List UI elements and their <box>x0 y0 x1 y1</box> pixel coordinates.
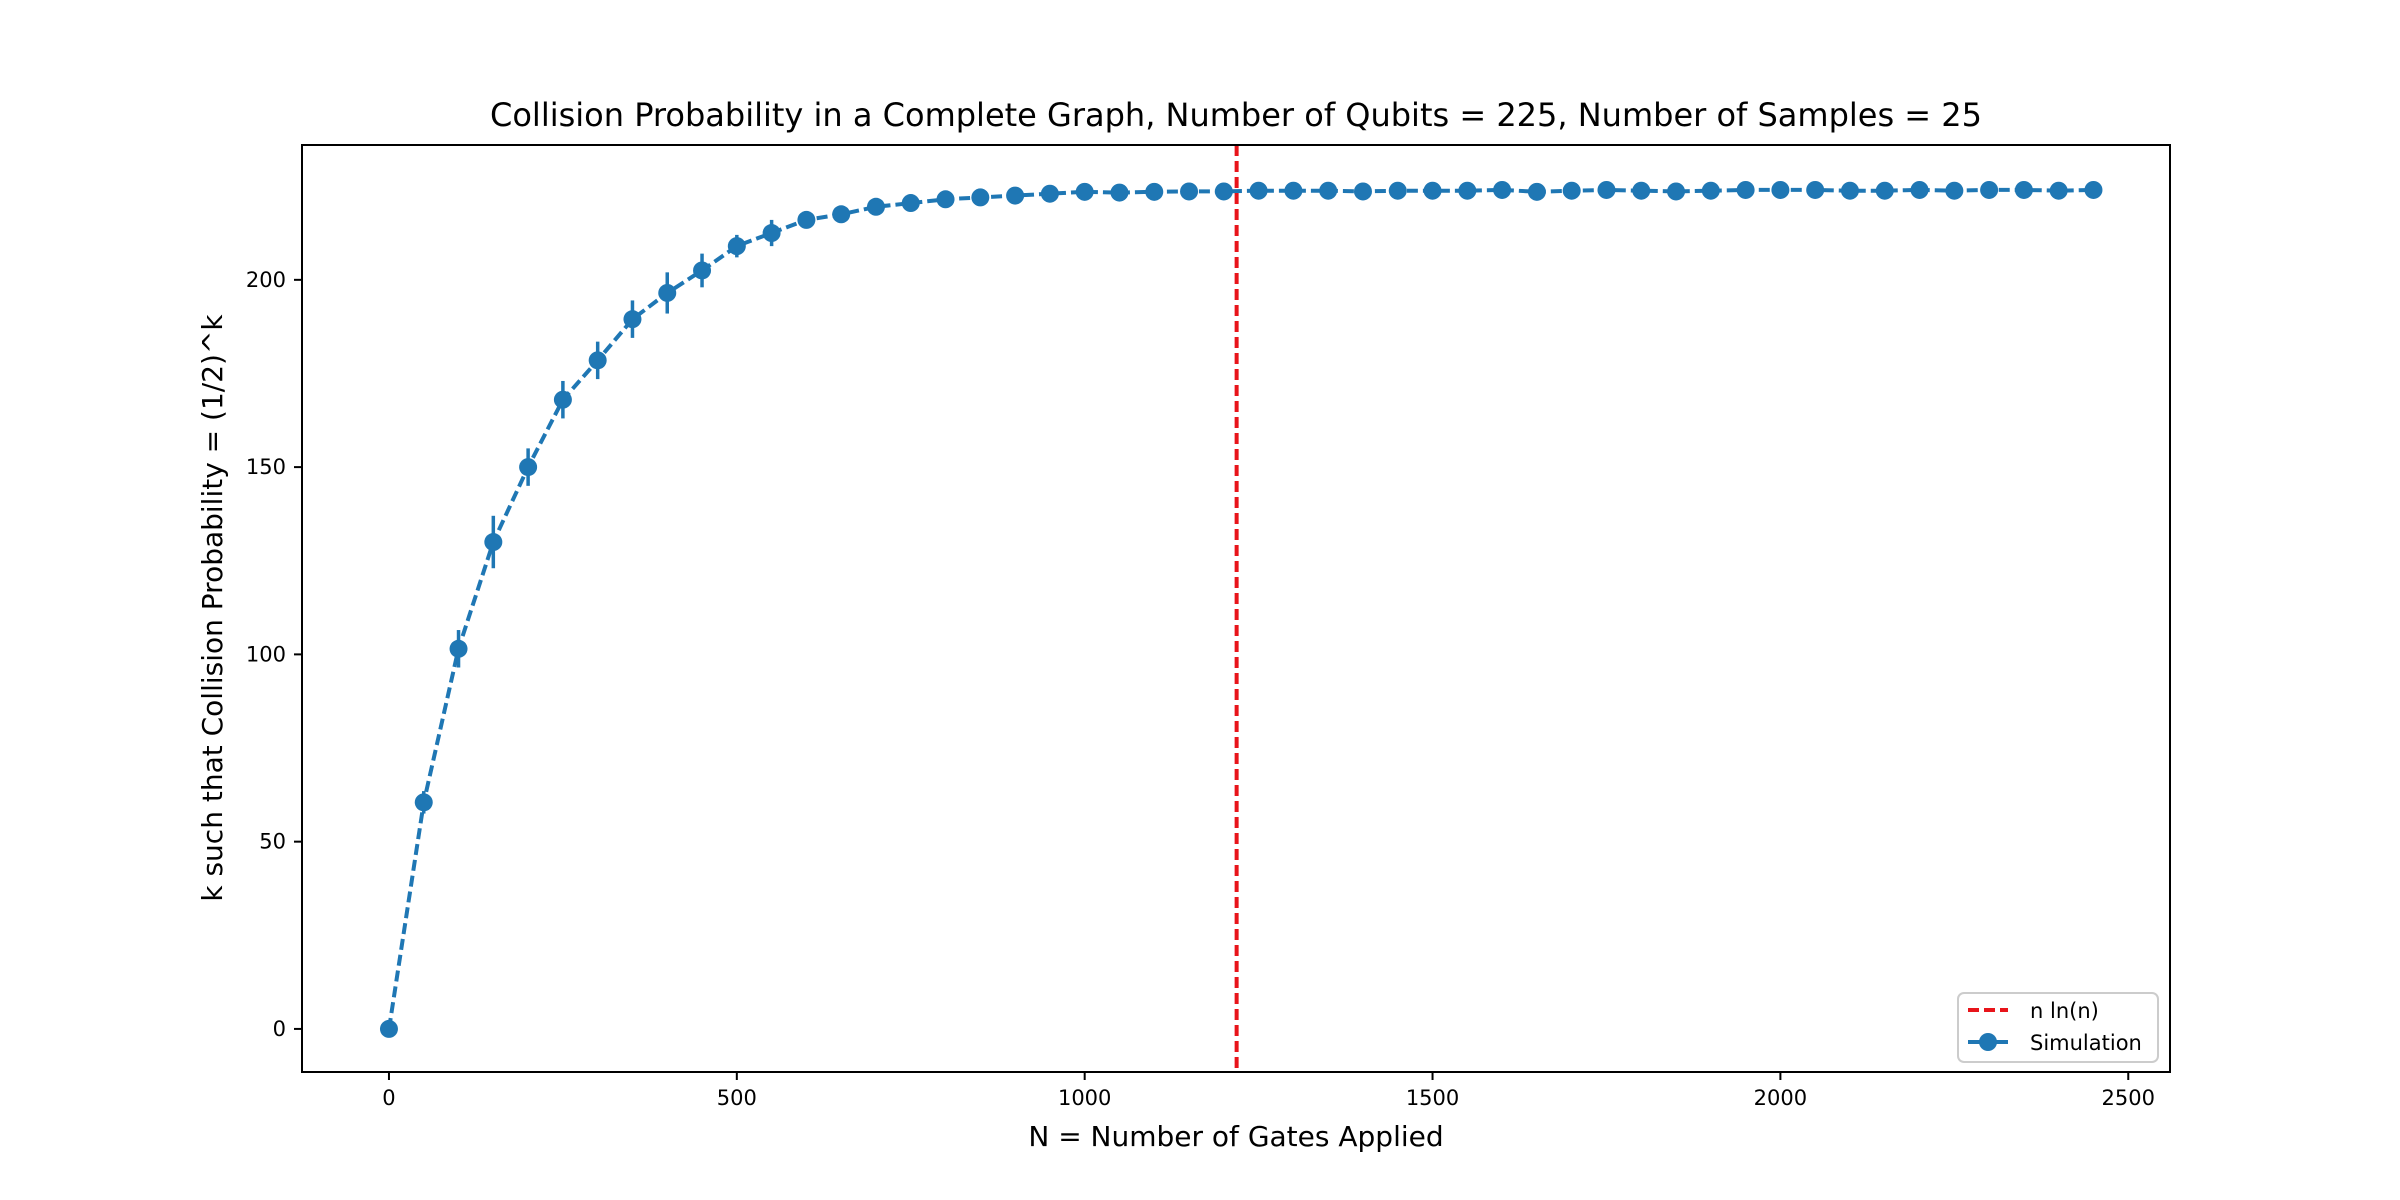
x-axis-label: N = Number of Gates Applied <box>1028 1120 1443 1153</box>
data-point <box>832 205 850 223</box>
y-tick-label: 200 <box>246 268 286 292</box>
data-point <box>658 284 676 302</box>
data-point <box>1702 182 1720 200</box>
data-point <box>1424 182 1442 200</box>
y-tick-label: 150 <box>246 455 286 479</box>
x-tick-label: 1500 <box>1406 1086 1459 1110</box>
data-point <box>1250 182 1268 200</box>
data-point <box>1180 182 1198 200</box>
data-point <box>1006 187 1024 205</box>
data-point <box>728 237 746 255</box>
data-point <box>554 391 572 409</box>
data-point <box>380 1020 398 1038</box>
data-point <box>1597 181 1615 199</box>
data-point <box>623 310 641 328</box>
data-point <box>415 793 433 811</box>
x-tick-label: 2000 <box>1754 1086 1807 1110</box>
data-point <box>1737 181 1755 199</box>
y-tick-label: 50 <box>259 830 286 854</box>
data-point <box>484 533 502 551</box>
data-point <box>2015 181 2033 199</box>
data-point <box>1284 182 1302 200</box>
data-point <box>1389 182 1407 200</box>
data-point <box>2050 182 2068 200</box>
data-point <box>1458 182 1476 200</box>
data-point <box>450 640 468 658</box>
data-point <box>1215 182 1233 200</box>
legend-entry-series: Simulation <box>2030 1031 2142 1055</box>
x-tick-label: 0 <box>382 1086 395 1110</box>
legend-series-marker <box>1979 1033 1997 1051</box>
data-point <box>1319 182 1337 200</box>
legend-entry-vline: n ln(n) <box>2030 999 2099 1023</box>
data-point <box>589 351 607 369</box>
x-tick-label: 500 <box>717 1086 757 1110</box>
data-point <box>693 261 711 279</box>
data-point <box>797 211 815 229</box>
data-point <box>1145 183 1163 201</box>
data-point <box>1980 181 1998 199</box>
data-point <box>1076 183 1094 201</box>
y-axis-label: k such that Collision Probability = (1/2… <box>196 314 229 902</box>
x-tick-label: 1000 <box>1058 1086 1111 1110</box>
data-point <box>2084 181 2102 199</box>
data-point <box>1041 185 1059 203</box>
data-point <box>1806 181 1824 199</box>
data-point <box>1945 182 1963 200</box>
legend: n ln(n) Simulation <box>1958 993 2158 1062</box>
data-point <box>902 194 920 212</box>
data-point <box>1841 182 1859 200</box>
y-tick-label: 100 <box>246 642 286 666</box>
chart-title: Collision Probability in a Complete Grap… <box>490 96 1982 134</box>
x-tick-label: 2500 <box>2102 1086 2155 1110</box>
data-point <box>971 188 989 206</box>
data-point <box>937 190 955 208</box>
x-axis: 0 500 1000 1500 2000 2500 <box>382 1072 2155 1110</box>
data-point <box>867 198 885 216</box>
data-point <box>763 224 781 242</box>
data-point <box>1563 182 1581 200</box>
data-point <box>1667 182 1685 200</box>
data-point <box>1876 182 1894 200</box>
data-point <box>1911 181 1929 199</box>
data-point <box>1493 181 1511 199</box>
data-point <box>519 458 537 476</box>
data-point <box>1110 184 1128 202</box>
data-point <box>1771 181 1789 199</box>
data-point <box>1528 183 1546 201</box>
y-axis: 0 50 100 150 200 <box>246 268 302 1041</box>
y-tick-label: 0 <box>273 1017 286 1041</box>
plot-area <box>380 145 2103 1072</box>
series-line-simulation <box>389 190 2094 1029</box>
data-point <box>1632 182 1650 200</box>
data-point <box>1354 182 1372 200</box>
